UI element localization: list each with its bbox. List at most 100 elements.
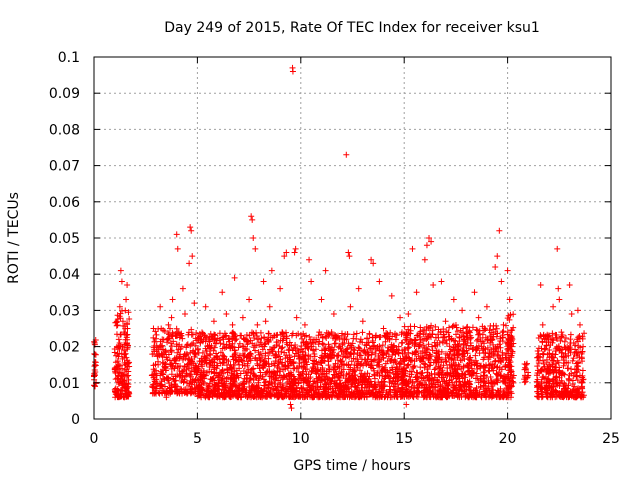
data-point bbox=[156, 343, 163, 350]
data-point bbox=[266, 303, 273, 310]
data-point bbox=[477, 383, 484, 390]
data-point bbox=[581, 330, 588, 337]
data-point bbox=[262, 352, 269, 359]
data-point bbox=[235, 344, 242, 351]
data-point bbox=[436, 371, 443, 378]
data-point bbox=[206, 333, 213, 340]
data-point bbox=[308, 343, 315, 350]
data-point bbox=[391, 331, 398, 338]
data-point bbox=[473, 346, 480, 353]
data-point bbox=[124, 282, 131, 289]
data-point bbox=[214, 362, 221, 369]
y-tick-label: 0.05 bbox=[49, 231, 80, 247]
data-point bbox=[310, 365, 317, 372]
data-point bbox=[185, 331, 192, 338]
data-point bbox=[189, 253, 196, 260]
data-point bbox=[466, 327, 473, 334]
data-point bbox=[569, 377, 576, 384]
data-point bbox=[296, 371, 303, 378]
data-point bbox=[508, 347, 515, 354]
data-point bbox=[380, 325, 387, 332]
data-point bbox=[315, 374, 322, 381]
data-point bbox=[253, 329, 260, 336]
data-point bbox=[544, 351, 551, 358]
data-point bbox=[272, 370, 279, 377]
data-point bbox=[300, 355, 307, 362]
data-point bbox=[365, 352, 372, 359]
data-point bbox=[372, 334, 379, 341]
data-point bbox=[375, 359, 382, 366]
data-point bbox=[492, 263, 499, 270]
data-point bbox=[172, 381, 179, 388]
data-point bbox=[275, 377, 282, 384]
data-point bbox=[350, 391, 357, 398]
data-point bbox=[457, 327, 464, 334]
data-point bbox=[217, 349, 224, 356]
data-point bbox=[249, 216, 256, 223]
y-tick-label: 0.02 bbox=[49, 340, 80, 356]
data-point bbox=[255, 390, 262, 397]
data-point bbox=[437, 328, 444, 335]
data-point bbox=[438, 278, 445, 285]
data-point bbox=[383, 351, 390, 358]
points-group bbox=[91, 64, 588, 412]
data-point bbox=[440, 326, 447, 333]
data-point bbox=[224, 366, 231, 373]
data-point bbox=[359, 318, 366, 325]
data-point bbox=[311, 377, 318, 384]
data-point bbox=[223, 341, 230, 348]
data-point bbox=[215, 383, 222, 390]
data-point bbox=[207, 359, 214, 366]
data-point bbox=[498, 278, 505, 285]
data-point bbox=[504, 267, 511, 274]
data-point bbox=[188, 227, 195, 234]
data-point bbox=[534, 369, 541, 376]
data-point bbox=[463, 381, 470, 388]
data-point bbox=[336, 336, 343, 343]
data-point bbox=[288, 405, 295, 412]
data-point bbox=[481, 363, 488, 370]
data-point bbox=[504, 392, 511, 399]
data-point bbox=[154, 380, 161, 387]
data-point bbox=[314, 379, 321, 386]
data-point bbox=[296, 388, 303, 395]
data-point bbox=[372, 356, 379, 363]
data-point bbox=[124, 320, 131, 327]
data-point bbox=[176, 373, 183, 380]
data-point bbox=[240, 367, 247, 374]
data-point bbox=[355, 379, 362, 386]
data-point bbox=[462, 392, 469, 399]
y-tick-label: 0.03 bbox=[49, 303, 80, 319]
data-point bbox=[508, 368, 515, 375]
data-point bbox=[179, 390, 186, 397]
data-point bbox=[168, 371, 175, 378]
data-point bbox=[170, 331, 177, 338]
data-point bbox=[521, 379, 528, 386]
data-point bbox=[115, 336, 122, 343]
data-point bbox=[237, 370, 244, 377]
data-point bbox=[186, 260, 193, 267]
data-point bbox=[241, 381, 248, 388]
data-point bbox=[156, 385, 163, 392]
data-point bbox=[239, 388, 246, 395]
y-tick-label: 0.07 bbox=[49, 159, 80, 175]
data-point bbox=[568, 311, 575, 318]
data-point bbox=[496, 341, 503, 348]
data-point bbox=[364, 379, 371, 386]
data-point bbox=[423, 242, 430, 249]
data-point bbox=[211, 335, 218, 342]
data-point bbox=[379, 342, 386, 349]
data-point bbox=[356, 345, 363, 352]
data-point bbox=[211, 344, 218, 351]
data-point bbox=[191, 384, 198, 391]
data-point bbox=[304, 366, 311, 373]
data-point bbox=[553, 388, 560, 395]
data-point bbox=[474, 345, 481, 352]
data-point bbox=[345, 249, 352, 256]
data-point bbox=[350, 331, 357, 338]
data-point bbox=[450, 337, 457, 344]
data-point bbox=[489, 365, 496, 372]
data-point bbox=[164, 375, 171, 382]
data-point bbox=[265, 349, 272, 356]
data-point bbox=[323, 393, 330, 400]
